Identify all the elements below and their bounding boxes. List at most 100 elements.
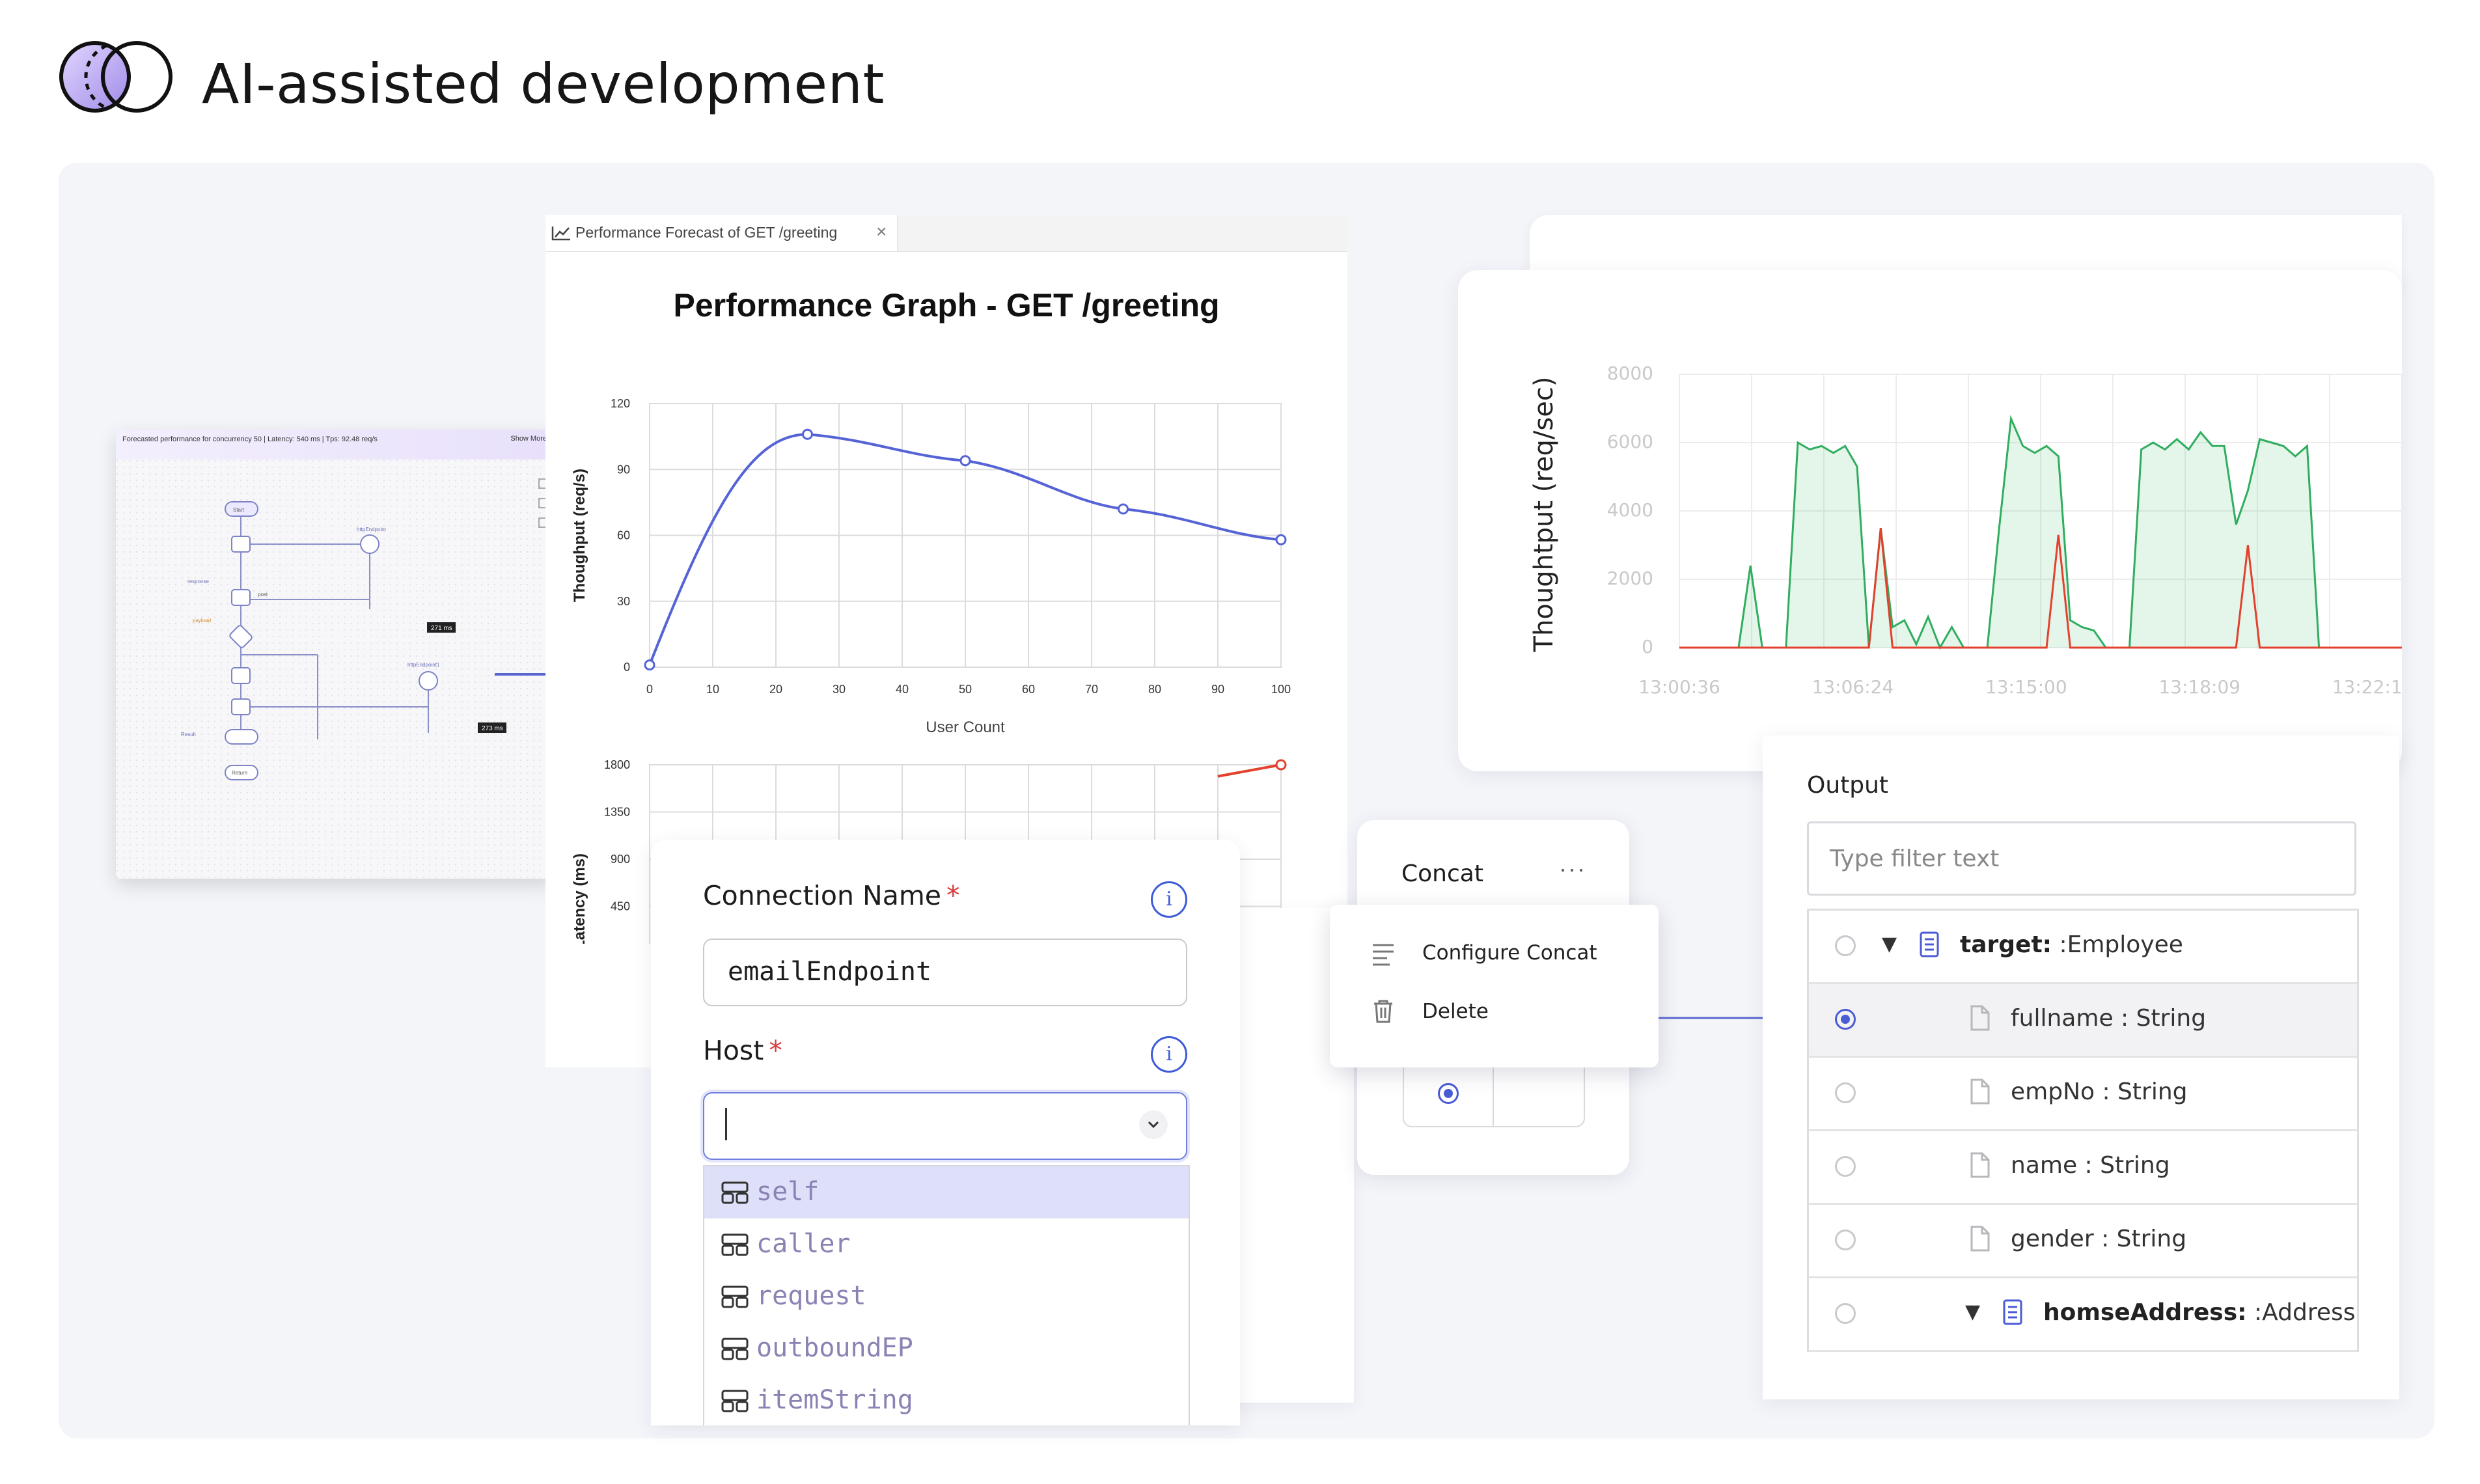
field-name: homseAddress: <box>2043 1299 2247 1326</box>
y-tick-label: 0 <box>1642 636 1653 657</box>
tree-row[interactable]: ▼ homseAddress: :Address <box>1809 1278 2357 1352</box>
diagram-node-label: Return <box>232 770 247 776</box>
diagram-node-label: httpEndpoint <box>357 527 387 532</box>
sequence-diagram: 271 ms 273 ms Start httpEndpoint respons… <box>116 460 553 879</box>
connection-name-value: emailEndpoint <box>728 957 932 987</box>
option-label: self <box>756 1177 820 1207</box>
y-tick-label: 8000 <box>1607 363 1653 384</box>
file-icon <box>1970 1226 1990 1252</box>
latency-badge: 273 ms <box>482 725 503 732</box>
option-label: outboundEP <box>756 1333 913 1363</box>
field-name: target: <box>1960 931 2052 958</box>
x-tick-label: 60 <box>1022 683 1035 696</box>
field-type: : String <box>2077 1152 2170 1179</box>
y-tick-label: 60 <box>617 529 630 542</box>
variable-icon <box>721 1181 749 1204</box>
data-point <box>1275 759 1287 771</box>
field-type: :Address <box>2246 1299 2356 1326</box>
option-request[interactable]: request <box>704 1271 1189 1323</box>
diagram-node-label: Result <box>181 732 196 737</box>
tree-row[interactable]: empNo : String <box>1809 1058 2357 1131</box>
host-options-list: self caller request outboundEP itemStrin… <box>703 1165 1190 1425</box>
option-self[interactable]: self <box>704 1166 1189 1218</box>
connection-name-text: Connection Name <box>703 880 941 911</box>
ai-assist-logo-icon <box>59 41 172 113</box>
file-icon <box>1970 1005 1990 1031</box>
green-series-line <box>1679 415 2402 650</box>
tree-row-label: gender : String <box>2011 1226 2186 1252</box>
x-tick-label: 100 <box>1271 683 1291 696</box>
tree-row[interactable]: ▼ target: :Employee <box>1809 911 2357 984</box>
throughput-card: 0 2000 4000 6000 8000 13:00:36 13:06:24 13:15:0… <box>1458 270 2402 771</box>
port-divider <box>1493 1061 1494 1126</box>
filter-placeholder: Type filter text <box>1830 845 2000 872</box>
tree-row-label: homseAddress: :Address <box>2043 1299 2356 1326</box>
x-tick-label: 80 <box>1148 683 1161 696</box>
x-axis-label: User Count <box>926 719 1005 736</box>
variable-icon <box>721 1233 749 1256</box>
diagram-node-label: post <box>258 592 268 598</box>
diagram-preview[interactable]: Forecasted performance for concurrency 5… <box>116 430 553 879</box>
field-name: empNo <box>2011 1079 2095 1105</box>
file-icon <box>1970 1079 1990 1105</box>
required-mark: * <box>946 880 960 911</box>
mapping-radio[interactable] <box>1835 1156 1856 1177</box>
option-caller[interactable]: caller <box>704 1218 1189 1271</box>
variable-icon <box>721 1390 749 1412</box>
expand-caret-icon[interactable]: ▼ <box>1882 933 1897 955</box>
info-icon[interactable]: i <box>1151 881 1187 918</box>
concat-input-port[interactable] <box>1438 1083 1459 1104</box>
mapping-radio[interactable] <box>1835 1009 1856 1030</box>
mapping-radio[interactable] <box>1835 1230 1856 1250</box>
tree-row[interactable]: name : String <box>1809 1131 2357 1205</box>
x-tick-label: 13:15:00 <box>1985 676 2067 698</box>
x-tick-label: 0 <box>646 683 653 696</box>
info-icon[interactable]: i <box>1151 1036 1187 1073</box>
close-icon[interactable]: × <box>876 221 887 241</box>
throughput-series-line <box>648 433 1282 666</box>
file-icon <box>1970 1152 1990 1178</box>
connection-name-input[interactable]: emailEndpoint <box>703 939 1187 1006</box>
menu-item-label: Delete <box>1422 1000 1489 1023</box>
menu-item-delete[interactable]: Delete <box>1330 992 1659 1044</box>
mapping-radio[interactable] <box>1835 1082 1856 1103</box>
diagram-node-label: Start <box>233 507 245 513</box>
data-point <box>802 428 813 440</box>
diagram-node-label: httpEndpoint1 <box>407 662 440 668</box>
diagram-heading: Forecasted performance for concurrency 5… <box>122 435 378 443</box>
filter-input[interactable]: Type filter text <box>1807 821 2356 896</box>
mapping-radio[interactable] <box>1835 935 1856 956</box>
host-combobox[interactable] <box>703 1092 1187 1160</box>
tree-row-label: empNo : String <box>2011 1079 2187 1105</box>
required-mark: * <box>769 1035 782 1066</box>
y-tick-label: 4000 <box>1607 499 1653 521</box>
y-tick-label: 30 <box>617 595 630 608</box>
menu-item-label: Configure Concat <box>1422 941 1597 965</box>
tree-row-label: name : String <box>2011 1152 2170 1179</box>
show-more-link[interactable]: Show More <box>510 435 547 443</box>
mapping-radio[interactable] <box>1835 1303 1856 1324</box>
option-itemstring[interactable]: itemString <box>704 1375 1189 1425</box>
expand-caret-icon[interactable]: ▼ <box>1965 1300 1981 1323</box>
green-area-fill <box>1679 419 2402 648</box>
option-outboundep[interactable]: outboundEP <box>704 1323 1189 1375</box>
x-tick-label: 13:06:24 <box>1812 676 1894 698</box>
chart-trend-icon <box>551 227 570 241</box>
field-name: name <box>2011 1152 2078 1179</box>
performance-graph-title: Performance Graph - GET /greeting <box>673 287 1220 323</box>
y-axis-label: Latency (ms) <box>571 853 588 944</box>
x-tick-label: 40 <box>896 683 909 696</box>
tree-row[interactable]: fullname : String <box>1809 984 2357 1058</box>
concat-port-box <box>1403 1060 1585 1127</box>
y-tick-label: 1800 <box>604 758 630 771</box>
tree-row[interactable]: gender : String <box>1809 1205 2357 1278</box>
tab-performance-forecast[interactable]: Performance Forecast of GET /greeting × <box>545 215 898 251</box>
chevron-down-icon[interactable] <box>1139 1110 1168 1139</box>
y-axis-label: Thoughput (req/s) <box>571 469 588 602</box>
data-point <box>959 455 971 467</box>
menu-item-configure-concat[interactable]: Configure Concat <box>1330 933 1659 985</box>
x-tick-label: 13:22:16 <box>2332 676 2402 698</box>
x-tick-label: 20 <box>769 683 782 696</box>
more-options-icon[interactable]: ··· <box>1559 855 1586 882</box>
page-title: AI-assisted development <box>202 52 885 116</box>
